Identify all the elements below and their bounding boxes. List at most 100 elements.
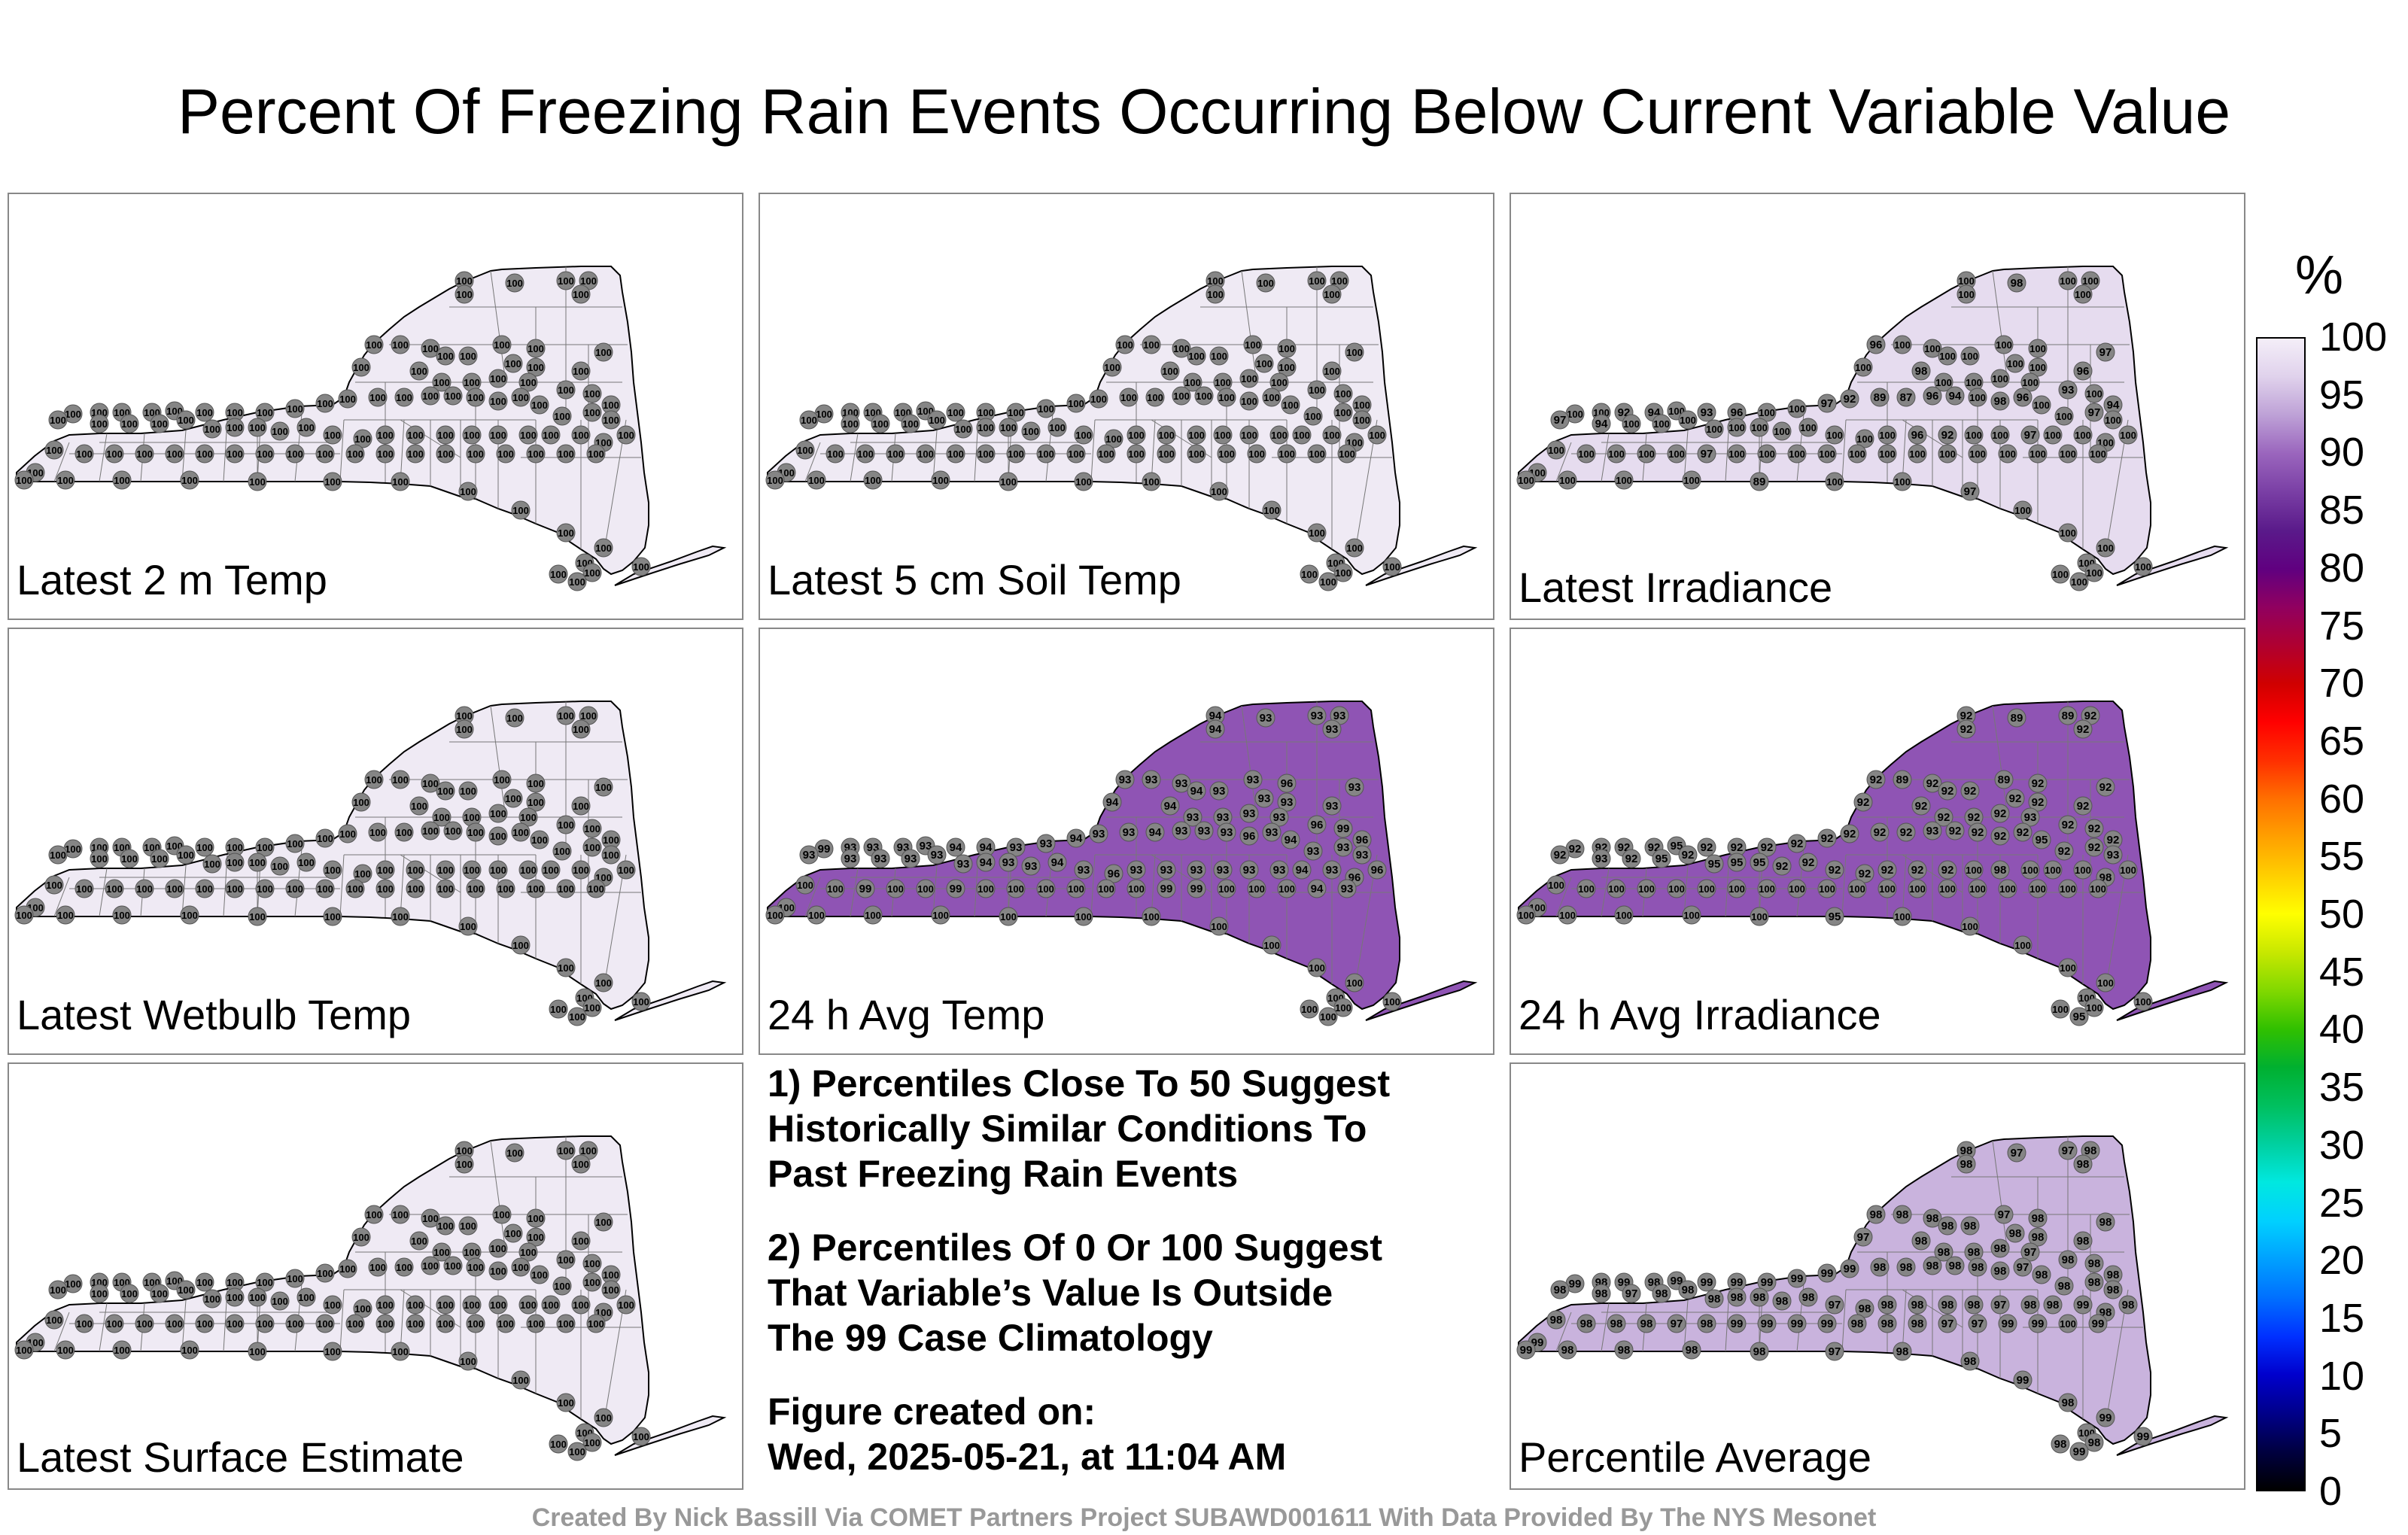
station-marker xyxy=(1637,444,1656,464)
station-value-label: 100 xyxy=(2120,430,2136,441)
station-marker xyxy=(248,472,267,491)
station-value-label: 98 xyxy=(1968,1246,1981,1259)
station-value-label: 100 xyxy=(520,1299,537,1311)
station-marker xyxy=(1990,860,2010,880)
station-value-label: 98 xyxy=(1964,1220,1977,1233)
station-value-label: 97 xyxy=(2062,1144,2075,1157)
station-marker xyxy=(1825,1295,1844,1315)
station-marker xyxy=(1994,1205,2014,1224)
county-border xyxy=(1841,1289,1847,1352)
station-value-label: 100 xyxy=(767,910,783,921)
station-marker xyxy=(2088,879,2108,898)
station-marker xyxy=(1817,879,1837,898)
station-value-label: 100 xyxy=(816,409,832,420)
station-value-label: 98 xyxy=(1595,1287,1608,1300)
county-border xyxy=(804,877,821,917)
station-value-label: 98 xyxy=(1938,1246,1950,1259)
station-value-label: 100 xyxy=(1879,883,1896,895)
station-value-label: 100 xyxy=(1305,411,1321,422)
station-marker xyxy=(1817,444,1837,464)
station-marker xyxy=(1994,770,2014,789)
station-marker xyxy=(601,845,621,865)
panel-label: 24 h Avg Irradiance xyxy=(1519,991,1881,1038)
station-marker xyxy=(1853,1227,1873,1247)
station-marker xyxy=(1998,1314,2017,1333)
station-marker xyxy=(807,905,826,925)
station-value-label: 100 xyxy=(287,1273,303,1284)
station-value-label: 100 xyxy=(1098,883,1114,895)
station-marker xyxy=(2133,992,2153,1011)
station-marker xyxy=(436,444,455,464)
station-value-label: 100 xyxy=(249,1292,266,1303)
station-marker xyxy=(1367,425,1387,445)
station-value-label: 100 xyxy=(257,407,273,418)
station-marker xyxy=(394,822,414,842)
station-value-label: 97 xyxy=(1857,1231,1870,1244)
station-value-label: 99 xyxy=(2137,1430,2150,1443)
station-marker xyxy=(1303,841,1323,861)
station-value-label: 100 xyxy=(437,865,454,876)
station-value-label: 100 xyxy=(339,394,356,405)
station-value-label: 96 xyxy=(1731,406,1744,419)
station-value-label: 100 xyxy=(106,883,123,895)
station-marker xyxy=(1247,879,1266,898)
county-border xyxy=(490,1140,506,1253)
station-value-label: 93 xyxy=(957,858,970,871)
station-value-label: 98 xyxy=(1926,1260,1939,1272)
station-marker xyxy=(455,1154,474,1174)
station-marker xyxy=(315,828,335,848)
station-value-label: 100 xyxy=(955,424,971,435)
station-value-label: 100 xyxy=(490,865,506,876)
station-value-label: 92 xyxy=(1941,429,1954,442)
station-value-label: 100 xyxy=(603,400,619,411)
station-value-label: 100 xyxy=(287,448,303,460)
station-marker xyxy=(1256,708,1275,728)
station-marker xyxy=(1911,796,1931,816)
station-marker xyxy=(1157,860,1176,880)
station-value-label: 94 xyxy=(2107,399,2120,412)
station-value-label: 100 xyxy=(317,883,333,895)
station-marker xyxy=(1750,853,1769,872)
station-value-label: 100 xyxy=(1301,1004,1318,1015)
figure-created-note: Figure created on: Wed, 2025-05-21, at 1… xyxy=(768,1391,1287,1478)
station-value-label: 100 xyxy=(2060,275,2076,287)
station-value-label: 100 xyxy=(1263,392,1280,403)
station-marker xyxy=(135,444,154,464)
station-value-label: 100 xyxy=(1248,448,1265,460)
station-marker xyxy=(2028,1208,2048,1228)
station-marker xyxy=(1209,916,1229,936)
station-value-label: 100 xyxy=(490,831,506,842)
station-marker xyxy=(2043,425,2063,445)
station-marker xyxy=(556,1141,576,1160)
county-border xyxy=(1683,1299,1689,1352)
station-marker xyxy=(1990,804,2010,823)
station-value-label: 100 xyxy=(57,475,74,486)
station-value-label: 100 xyxy=(1128,448,1145,460)
station-marker xyxy=(946,444,965,464)
station-marker xyxy=(1115,770,1135,789)
station-marker xyxy=(976,418,996,437)
station-value-label: 100 xyxy=(603,834,619,846)
station-value-label: 100 xyxy=(490,1243,506,1254)
station-value-label: 99 xyxy=(2032,1318,2045,1330)
station-marker xyxy=(1968,1314,1987,1333)
station-value-label: 95 xyxy=(2036,834,2048,847)
station-marker xyxy=(2020,425,2040,445)
station-value-label: 100 xyxy=(366,1209,382,1220)
station-marker xyxy=(2058,706,2078,725)
station-marker xyxy=(436,1295,455,1315)
station-value-label: 100 xyxy=(595,1217,612,1228)
station-marker xyxy=(1206,284,1225,304)
map-panel-soil-temp: 100 100 100 100 100 100 100 100 100 100 100 100 100 1… xyxy=(759,193,1494,620)
station-value-label: 100 xyxy=(445,825,461,837)
station-value-label: 100 xyxy=(584,567,600,579)
station-marker xyxy=(2073,796,2093,816)
station-value-label: 100 xyxy=(1518,910,1534,921)
station-marker xyxy=(1172,339,1191,358)
station-marker xyxy=(1307,444,1327,464)
station-marker xyxy=(1550,1280,1570,1299)
colorbar-tick-label: 55 xyxy=(2319,834,2365,880)
station-marker xyxy=(1006,444,1026,464)
station-marker xyxy=(2058,1141,2078,1160)
